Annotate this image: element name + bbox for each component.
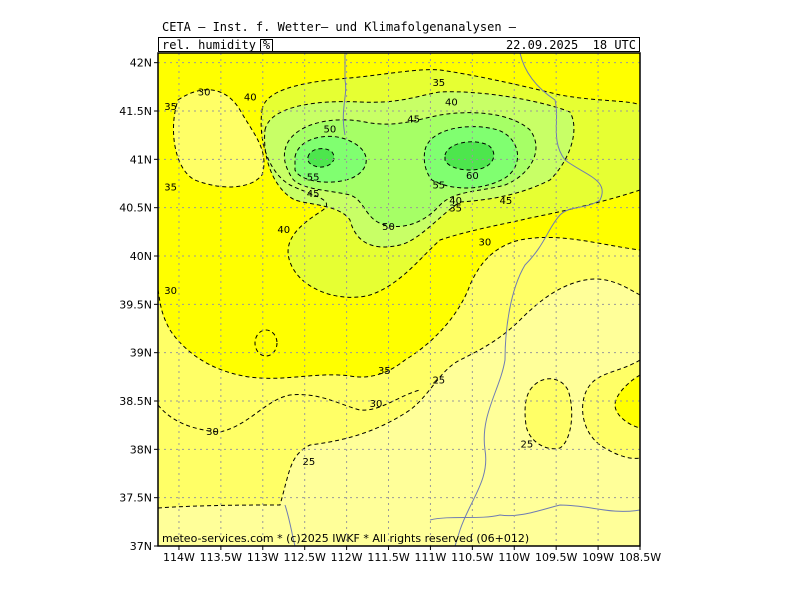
x-tick-label: 111.5W (367, 551, 409, 564)
contour-line (260, 109, 640, 298)
contour-line (254, 329, 278, 357)
contour-label: 30 (206, 427, 219, 438)
contour-line (423, 126, 519, 189)
contour-label: 25 (432, 376, 445, 387)
contour-label: 45 (307, 189, 320, 200)
x-tick-label: 111W (414, 551, 446, 564)
plot-frame (157, 52, 641, 547)
valid-time: 22.09.2025 18 UTC (505, 38, 636, 52)
contour-label: 50 (323, 124, 336, 135)
y-tick-label: 37.5N (119, 492, 152, 505)
x-tick-label: 114W (163, 551, 195, 564)
contour-label: 25 (520, 440, 533, 451)
fill-35-island (255, 330, 277, 356)
contour-label: 35 (378, 366, 391, 377)
filled-contours (158, 53, 640, 546)
contour-label: 45 (407, 115, 420, 126)
fill-60-west (307, 148, 335, 168)
contour-label: 45 (500, 196, 513, 207)
y-tick-label: 40.5N (119, 202, 152, 215)
x-tick-label: 113.5W (200, 551, 242, 564)
contour-label: 35 (449, 204, 462, 215)
contour-line (524, 378, 573, 450)
y-tick-label: 38N (130, 443, 152, 456)
contour-label: 30 (479, 238, 492, 249)
contour-label: 40 (445, 97, 458, 108)
border-line (284, 504, 296, 546)
contour-label: 35 (164, 182, 177, 193)
gridlines (158, 53, 641, 547)
y-tick-label: 42N (130, 57, 152, 70)
x-tick-label: 109W (582, 551, 614, 564)
contour-line (172, 89, 265, 188)
contour-label: 40 (244, 93, 257, 104)
contour-label: 60 (466, 171, 479, 182)
parameter-name: rel._humidity (162, 38, 256, 52)
border-line (342, 53, 347, 136)
contour-label: 30 (198, 88, 211, 99)
y-tick-label: 40N (130, 250, 152, 263)
x-tick-label: 109.5W (535, 551, 577, 564)
contour-line (283, 112, 537, 227)
x-tick-label: 112W (331, 551, 363, 564)
contour-lines (158, 69, 640, 509)
contour-line (614, 374, 640, 429)
contour-line (158, 278, 640, 509)
y-tick-label: 41N (130, 153, 152, 166)
x-tick-label: 110.5W (451, 551, 493, 564)
contour-line (307, 148, 335, 168)
contour-label: 55 (307, 173, 320, 184)
unit-box: % (259, 39, 274, 52)
contour-label: 35 (432, 78, 445, 89)
parameter-label: rel._humidity% (162, 38, 274, 52)
contour-label: 50 (382, 222, 395, 233)
credit-text: meteo-services.com * (c)2025 IWKF * All … (162, 532, 529, 545)
contour-label: 30 (164, 286, 177, 297)
contour-label: 40 (449, 196, 462, 207)
contour-line (444, 141, 495, 171)
contour-line (158, 389, 421, 433)
contour-line (294, 135, 367, 183)
y-tick-label: 38.5N (119, 395, 152, 408)
x-tick-label: 110W (498, 551, 530, 564)
y-axis: 42N 41.5N 41N 40.5N 40N 39.5N 39N 38.5N 38N 37.5N… (119, 57, 158, 553)
x-tick-label: 113W (247, 551, 279, 564)
header-info-box: rel._humidity% 22.09.2025 18 UTC (158, 37, 640, 52)
x-tick-label: 108.5W (619, 551, 661, 564)
chart-title: CETA — Inst. f. Wetter— und Klimafolgena… (162, 20, 517, 34)
fill-60-east (445, 141, 494, 170)
y-tick-label: 39.5N (119, 298, 152, 311)
fill-30-blob (173, 89, 264, 187)
y-tick-label: 41.5N (119, 105, 152, 118)
contour-label: 55 (432, 180, 445, 191)
contour-label: 40 (277, 225, 290, 236)
contour-line (261, 69, 640, 111)
fill-30-island (525, 378, 572, 449)
border-line (429, 504, 640, 521)
x-axis: 114W 113.5W 113W 112.5W 112W 111.5W 111W 110.5W… (163, 546, 661, 564)
y-tick-label: 39N (130, 347, 152, 360)
fill-25 (158, 278, 640, 546)
x-tick-label: 112.5W (284, 551, 326, 564)
contour-label: 25 (303, 457, 316, 468)
y-tick-label: 37N (130, 540, 152, 553)
contour-label: 30 (370, 399, 383, 410)
contour-line (264, 91, 575, 248)
contour-label: 35 (164, 102, 177, 113)
